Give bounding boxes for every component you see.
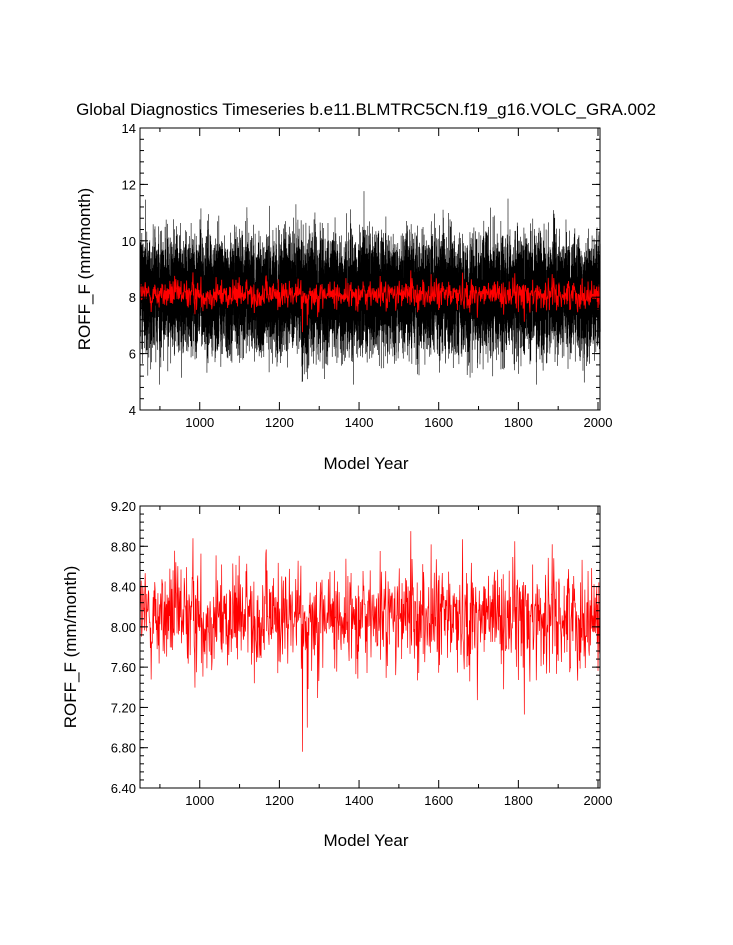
bottom-ticks bbox=[140, 505, 600, 789]
x-tick-label: 2000 bbox=[584, 415, 613, 430]
bottom-chart: 1000 1200 1400 1600 1800 2000 6.40 6.80 7.20 7.6… bbox=[61, 499, 612, 850]
x-tick-label: 1400 bbox=[345, 793, 374, 808]
x-tick-label: 1000 bbox=[185, 415, 214, 430]
bottom-series-group bbox=[139, 531, 601, 752]
top-plot-frame bbox=[139, 127, 601, 411]
x-tick-label: 1200 bbox=[265, 415, 294, 430]
bottom-y-axis-label: ROFF_F (mm/month) bbox=[61, 566, 80, 728]
top-x-axis-label: Model Year bbox=[323, 454, 408, 473]
y-tick-label: 8.40 bbox=[111, 580, 136, 595]
top-x-tick-labels: 1000 1200 1400 1600 1800 2000 bbox=[185, 415, 612, 430]
y-tick-label: 6.80 bbox=[111, 741, 136, 756]
bottom-x-axis-label: Model Year bbox=[323, 831, 408, 850]
y-tick-label: 12 bbox=[122, 177, 136, 192]
y-tick-label: 8 bbox=[129, 290, 136, 305]
y-tick-label: 9.20 bbox=[111, 499, 136, 514]
x-tick-label: 1600 bbox=[424, 415, 453, 430]
x-tick-label: 1000 bbox=[185, 793, 214, 808]
y-tick-label: 6.40 bbox=[111, 781, 136, 796]
x-tick-label: 1800 bbox=[504, 415, 533, 430]
x-tick-label: 1800 bbox=[504, 793, 533, 808]
y-tick-label: 7.60 bbox=[111, 660, 136, 675]
y-tick-label: 14 bbox=[122, 121, 136, 136]
bottom-y-tick-labels: 6.40 6.80 7.20 7.60 8.00 8.40 8.80 9.20 bbox=[111, 499, 136, 796]
top-ticks bbox=[140, 127, 600, 411]
y-tick-label: 8.80 bbox=[111, 539, 136, 554]
y-tick-label: 10 bbox=[122, 234, 136, 249]
x-tick-label: 1600 bbox=[424, 793, 453, 808]
y-tick-label: 4 bbox=[129, 403, 136, 418]
top-y-tick-labels: 4 6 8 10 12 14 bbox=[122, 121, 136, 418]
series-line-annual bbox=[139, 270, 601, 333]
top-y-axis-label: ROFF_F (mm/month) bbox=[75, 188, 94, 350]
bottom-x-tick-labels: 1000 1200 1400 1600 1800 2000 bbox=[185, 793, 612, 808]
bottom-plot-frame bbox=[139, 505, 601, 789]
y-tick-label: 8.00 bbox=[111, 620, 136, 635]
top-series-group bbox=[139, 191, 601, 385]
top-chart: 1000 1200 1400 1600 1800 2000 4 6 8 10 12 14 Model… bbox=[75, 121, 612, 473]
y-tick-label: 7.20 bbox=[111, 700, 136, 715]
x-tick-label: 2000 bbox=[584, 793, 613, 808]
chart-title: Global Diagnostics Timeseries b.e11.BLMT… bbox=[76, 100, 656, 119]
x-tick-label: 1400 bbox=[345, 415, 374, 430]
series-line-annual bbox=[139, 531, 601, 752]
x-tick-label: 1200 bbox=[265, 793, 294, 808]
y-tick-label: 6 bbox=[129, 347, 136, 362]
